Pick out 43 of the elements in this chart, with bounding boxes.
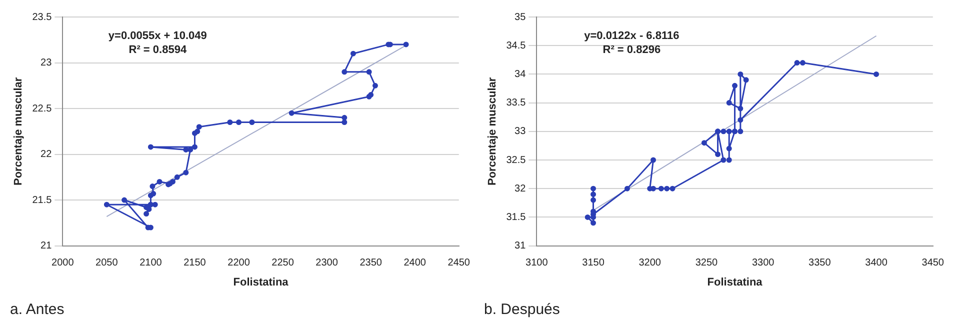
y-tick-label: 34.5 — [506, 40, 526, 52]
x-tick-label: 2300 — [316, 258, 338, 269]
x-tick-label: 3250 — [695, 258, 718, 269]
y-tick-label: 23 — [40, 58, 52, 69]
y-tick-label: 33.5 — [506, 98, 526, 109]
y-axis-title: Porcentaje muscular — [486, 76, 499, 186]
y-tick-label: 31.5 — [506, 212, 526, 223]
x-tick-label: 3450 — [922, 258, 944, 269]
x-axis-title: Folistatina — [233, 276, 290, 288]
x-tick-label: 3400 — [865, 258, 888, 269]
x-tick-label: 2450 — [448, 258, 470, 269]
y-tick-label: 35 — [514, 12, 526, 23]
y-tick-label: 31 — [514, 240, 526, 252]
y-tick-label: 23.5 — [32, 12, 52, 23]
annotation: R² = 0.8594 — [128, 44, 188, 56]
y-axis-title: Porcentaje muscular — [12, 76, 25, 186]
y-tick-label: 32 — [514, 183, 526, 194]
x-tick-label: 3150 — [582, 258, 605, 269]
x-tick-label: 2400 — [404, 258, 426, 269]
y-tick-label: 22.5 — [32, 103, 52, 114]
x-tick-label: 2000 — [52, 258, 74, 269]
x-tick-label: 3300 — [752, 258, 775, 269]
text: b. Después — [483, 301, 561, 318]
y-tick-label: 21 — [40, 240, 52, 252]
annotation: y=0.0055x + 10.049 — [108, 30, 207, 42]
x-tick-label: 2250 — [272, 258, 294, 269]
x-tick-label: 2200 — [228, 258, 250, 269]
x-tick-label: 3350 — [808, 258, 832, 269]
x-tick-label: 3200 — [638, 258, 662, 269]
x-axis-title: Folistatina — [707, 276, 764, 288]
y-tick-label: 21.5 — [32, 194, 52, 206]
x-tick-label: 3100 — [526, 258, 548, 269]
x-tick-label: 2150 — [184, 258, 206, 269]
y-tick-label: 32.5 — [506, 154, 526, 166]
y-tick-label: 34 — [514, 68, 526, 80]
x-tick-label: 2100 — [140, 258, 162, 269]
x-tick-label: 2050 — [96, 258, 118, 269]
annotation: y=0.0122x - 6.8116 — [584, 30, 680, 42]
x-tick-label: 2350 — [360, 258, 382, 269]
y-tick-label: 33 — [514, 126, 526, 138]
y-tick-label: 22 — [40, 149, 52, 160]
text: a. Antes — [9, 301, 66, 318]
annotation: R² = 0.8296 — [602, 44, 661, 56]
